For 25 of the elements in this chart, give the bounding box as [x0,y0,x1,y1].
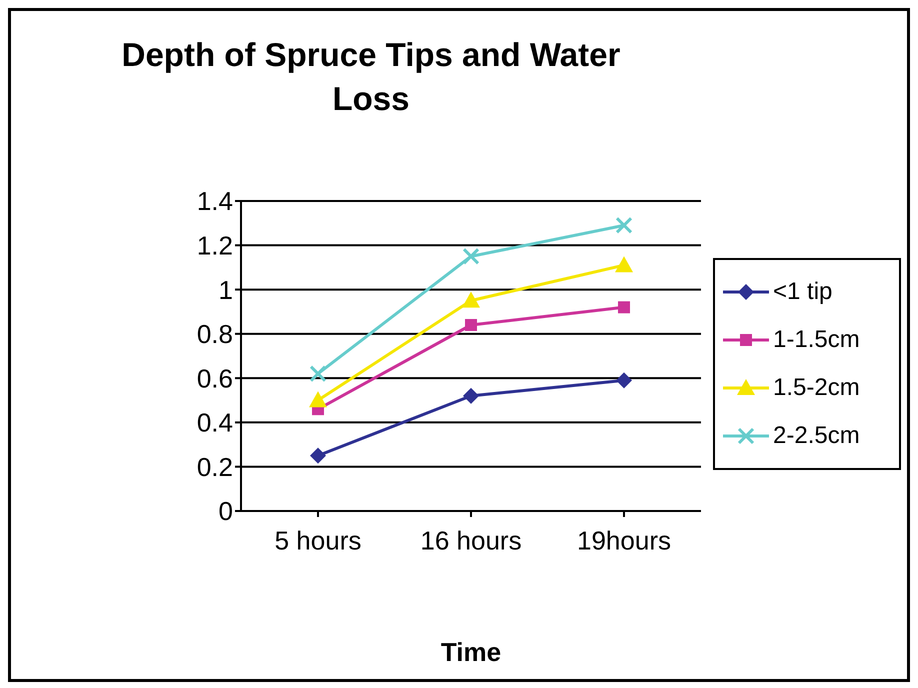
legend-label: <1 tip [773,278,832,306]
point [310,448,326,464]
y-tick-label: 0 [218,496,233,526]
y-tick-label: 0.6 [196,363,233,394]
y-tick-label: 1.2 [196,230,233,261]
x-axis-title: Time [440,637,502,667]
point [615,256,633,272]
y-tick-label: 0.4 [196,408,233,438]
legend-label: 1-1.5cm [773,326,860,354]
y-tick-label: 1.4 [196,186,233,216]
x-tick-label: 16 hours [420,525,522,556]
y-tick-label: 1 [218,274,233,305]
y-tick-label: 0.2 [196,452,233,482]
point [462,292,480,308]
x-tick-label: 19hours [577,525,671,556]
chart-title: Depth of Spruce Tips and Water Loss [120,35,622,119]
x-tick-label: 5 hours [274,525,362,556]
point [616,372,632,388]
legend-label: 1.5-2cm [773,374,860,402]
legend-label: 2-2.5cm [773,422,860,450]
y-tick-label: 0.8 [196,319,233,350]
point [463,388,479,404]
point [309,391,327,408]
point [465,319,477,331]
point [618,301,630,314]
